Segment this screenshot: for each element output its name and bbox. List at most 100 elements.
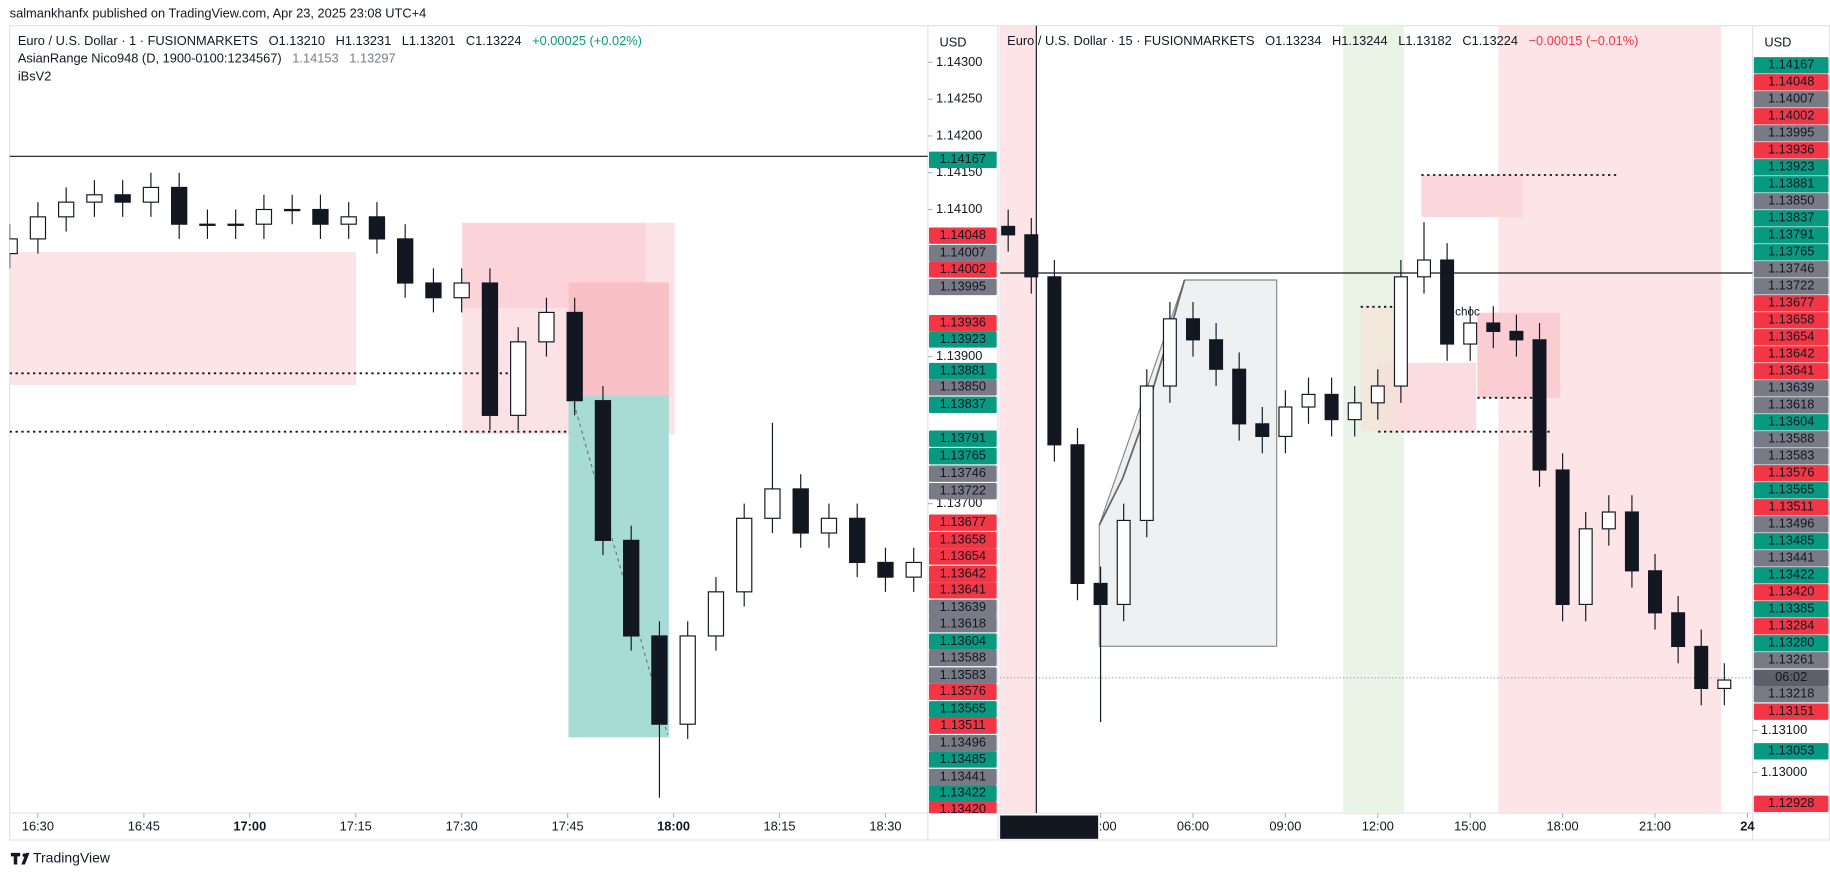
price-marker <box>929 151 997 168</box>
candle-body <box>1648 570 1663 614</box>
price-marker-label: 1.13496 <box>1768 516 1814 531</box>
price-marker-label: 1.13765 <box>1768 244 1814 259</box>
price-marker-label: 1.13422 <box>1768 567 1814 582</box>
price-marker <box>1753 312 1829 329</box>
price-marker <box>929 396 997 413</box>
x-tick-label: 16:30 <box>22 819 54 834</box>
price-marker <box>929 227 997 244</box>
price-marker-label: 1.13485 <box>1768 533 1814 548</box>
candle-body <box>1162 318 1177 387</box>
price-marker <box>929 616 997 633</box>
price-marker <box>929 532 997 549</box>
price-marker <box>1753 261 1829 278</box>
candle-body <box>86 194 103 203</box>
candle-body <box>1301 393 1316 408</box>
candle-body <box>566 311 583 402</box>
price-marker <box>929 785 997 802</box>
candle-body <box>1093 582 1108 606</box>
zone <box>9 252 357 385</box>
price-marker <box>1753 669 1829 686</box>
publish-note: salmankhanfx published on TradingView.co… <box>10 5 427 20</box>
candle-body <box>623 539 640 637</box>
drawings <box>1000 25 1753 814</box>
price-marker <box>929 331 997 348</box>
candle-body <box>1278 406 1293 438</box>
price-marker-label: 1.13995 <box>940 278 986 293</box>
x-tick-label: 24 <box>1740 819 1755 834</box>
price-marker-label: 1.13576 <box>1768 465 1814 480</box>
x-tick-label: 21:00 <box>1639 819 1671 834</box>
candle-body <box>255 208 273 225</box>
ohlc: H1.13231 <box>336 33 392 48</box>
price-marker <box>1753 703 1829 720</box>
x-tick-label: 18:30 <box>869 819 901 834</box>
price-marker <box>1753 295 1829 312</box>
candle-body <box>820 517 838 534</box>
ohlc: C1.13224 <box>1462 33 1518 48</box>
annotation: choc <box>1455 306 1480 319</box>
price-marker <box>1753 795 1829 812</box>
price-marker-label: 1.13588 <box>1768 431 1814 446</box>
price-marker <box>1753 244 1829 261</box>
price-marker-label: 1.13441 <box>1768 550 1814 565</box>
price-marker-label: 1.13995 <box>1768 125 1814 140</box>
candle-body <box>1370 385 1385 404</box>
price-marker <box>1753 363 1829 380</box>
price-marker <box>1753 74 1829 91</box>
price-marker <box>1753 57 1829 74</box>
x-tick-label: 18:00 <box>657 819 690 834</box>
price-marker-label: 1.13565 <box>1768 482 1814 497</box>
session-band <box>1000 25 1037 814</box>
candle-body <box>1324 393 1339 421</box>
price-marker-label: 1.13218 <box>1768 686 1814 701</box>
price-marker <box>1753 618 1829 635</box>
price-marker-label: 1.13583 <box>940 667 986 682</box>
candle-body <box>707 591 725 637</box>
price-marker-label: 1.13850 <box>1768 193 1814 208</box>
candle-body <box>1024 234 1039 278</box>
price-marker <box>929 701 997 718</box>
price-marker-label: 1.13837 <box>1768 210 1814 225</box>
candle-body <box>1555 469 1570 606</box>
legend: Euro / U.S. Dollar · 15 · FUSIONMARKETS … <box>1007 33 1638 48</box>
price-marker-label: 1.13722 <box>940 483 986 498</box>
candle-body <box>1601 511 1616 530</box>
price-marker <box>929 362 997 380</box>
price-marker <box>1753 414 1829 431</box>
price-marker-label: 1.13641 <box>940 582 986 597</box>
price-marker <box>1753 397 1829 414</box>
price-marker-label: 1.13280 <box>1768 635 1814 650</box>
price-marker-label: 1.13420 <box>940 801 986 816</box>
candle-body <box>171 186 188 225</box>
x-tick-label: 16:45 <box>128 819 160 834</box>
candle-body <box>227 223 244 226</box>
price-marker-label: 06:02 <box>1775 669 1807 684</box>
price-marker <box>929 483 997 500</box>
stop-zone <box>568 282 669 396</box>
candle-body <box>764 488 781 519</box>
drawings <box>9 155 928 738</box>
price-marker <box>1753 584 1829 601</box>
ohlc: L1.13201 <box>402 33 456 48</box>
candle-body <box>340 216 357 225</box>
price-marker-label: 1.14007 <box>1768 91 1814 106</box>
price-marker-label: 1.13385 <box>1768 601 1814 616</box>
price-marker <box>1753 550 1829 567</box>
price-marker-label: 1.13746 <box>940 465 986 480</box>
price-marker-label: 1.13588 <box>940 649 986 664</box>
price-marker-label: 1.13642 <box>1768 346 1814 361</box>
price-marker-label: 1.13422 <box>940 785 986 800</box>
candle-body <box>538 311 555 343</box>
price-marker-label: 1.13565 <box>940 701 986 716</box>
price-marker-label: 1.13511 <box>940 717 985 732</box>
price-marker <box>1753 465 1829 482</box>
price-marker-label: 1.13658 <box>1768 312 1814 327</box>
price-marker-label: 1.13641 <box>1768 363 1814 378</box>
candle-body <box>29 216 47 240</box>
price-marker-label: 1.12928 <box>1768 795 1814 810</box>
price-marker <box>929 565 997 583</box>
price-marker-label: 1.14007 <box>940 245 986 260</box>
